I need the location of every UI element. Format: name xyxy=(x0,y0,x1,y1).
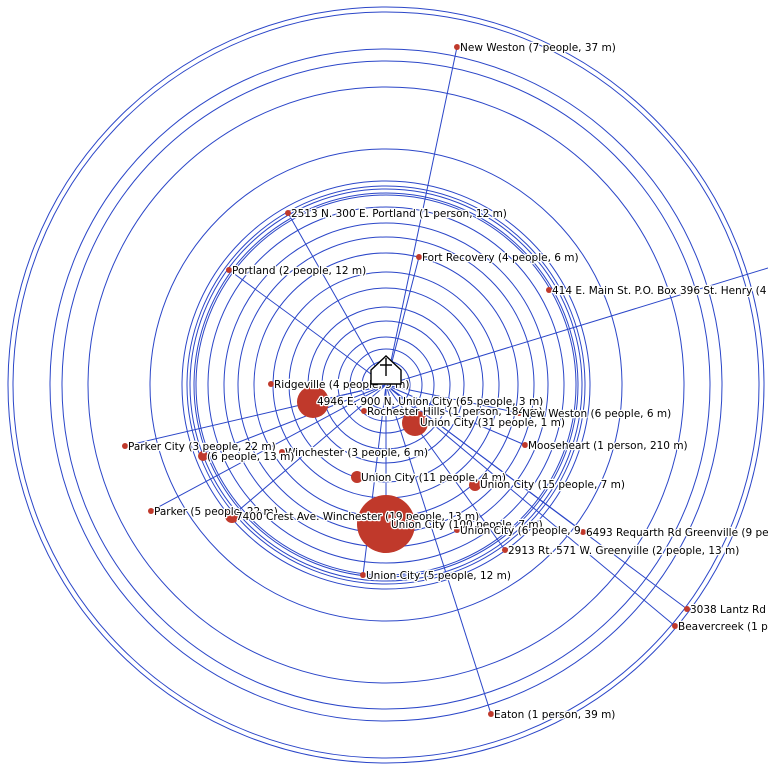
distance-ring xyxy=(87,86,685,684)
distance-ring xyxy=(181,180,591,590)
place-label: New Weston (6 people, 6 m) xyxy=(522,408,671,420)
place-label: 7400 Crest Ave. Winchester (19 people, 1… xyxy=(236,511,479,523)
place-marker xyxy=(416,254,422,260)
place-marker xyxy=(684,606,690,612)
place-marker xyxy=(360,572,366,578)
distance-ring xyxy=(195,194,577,576)
place-label: Parker City (3 people, 22 m) xyxy=(128,441,276,453)
spoke-line xyxy=(385,384,688,610)
place-marker xyxy=(357,495,415,553)
spoke-line xyxy=(231,384,387,517)
place-label: 414 E. Main St. P.O. Box 396 St. Henry (… xyxy=(552,285,767,297)
place-marker xyxy=(454,44,460,50)
spoke-line xyxy=(287,212,387,386)
place-label: 2513 N. 300 E. Portland (1 person, 12 m) xyxy=(291,208,507,220)
distance-ring xyxy=(49,48,723,722)
place-marker xyxy=(297,386,329,418)
distance-ring xyxy=(207,206,565,564)
place-marker xyxy=(402,410,428,436)
distance-ring xyxy=(193,192,579,578)
church-icon xyxy=(370,355,402,385)
place-marker xyxy=(226,267,232,273)
place-marker xyxy=(225,509,239,523)
place-label: Portland (2 people, 12 m) xyxy=(232,265,366,277)
spoke-line xyxy=(228,269,387,386)
spoke-line xyxy=(202,384,387,457)
place-marker xyxy=(351,471,363,483)
place-label: Mooseheart (1 person, 210 m) xyxy=(528,440,688,452)
distance-ring xyxy=(12,11,760,759)
place-label: Beavercreek (1 p xyxy=(678,621,768,633)
place-marker xyxy=(148,508,154,514)
place-label: Union City (15 people, 7 m) xyxy=(480,479,625,491)
place-label: Union City (6 people, 9 xyxy=(460,525,581,537)
spoke-line xyxy=(385,384,492,715)
place-labels: New Weston (7 people, 37 m) 2513 N. 300 E… xyxy=(127,41,768,723)
place-marker xyxy=(285,210,291,216)
distance-ring xyxy=(61,60,711,710)
place-label: Union City (31 people, 1 m) xyxy=(420,417,565,429)
place-marker xyxy=(268,381,274,387)
place-marker xyxy=(522,442,528,448)
place-marker xyxy=(488,711,494,717)
place-label: 4946 E. 900 N. Union City (65 people, 3 … xyxy=(317,396,543,408)
spoke-line xyxy=(385,384,520,414)
spoke-line xyxy=(385,267,768,386)
place-marker xyxy=(546,287,552,293)
place-marker xyxy=(502,547,508,553)
place-marker xyxy=(361,408,367,414)
place-marker xyxy=(454,527,460,533)
spoke-line xyxy=(385,384,526,446)
place-marker xyxy=(516,410,522,416)
place-marker xyxy=(580,529,586,535)
place-label: Fort Recovery (4 people, 6 m) xyxy=(422,252,579,264)
spokes xyxy=(124,46,768,715)
spoke-line xyxy=(385,46,458,386)
place-marker xyxy=(469,479,481,491)
place-label: Union City (5 people, 12 m) xyxy=(366,570,511,582)
place-label: 6493 Requarth Rd Greenville (9 pe xyxy=(586,527,768,539)
spoke-line xyxy=(150,384,387,512)
place-label: Rochester Hills (1 person, 184 m) xyxy=(367,406,543,418)
place-label: Union City (11 people, 4 m) xyxy=(361,472,506,484)
place-label: New Weston (7 people, 37 m) xyxy=(460,42,616,54)
distance-ring xyxy=(186,185,586,585)
place-label: Winchester (3 people, 6 m) xyxy=(285,447,428,459)
place-label: 3038 Lantz Rd xyxy=(690,604,766,616)
distance-ring xyxy=(7,6,765,764)
place-marker xyxy=(198,451,208,461)
spoke-line xyxy=(385,384,676,627)
place-markers xyxy=(122,44,690,717)
place-marker xyxy=(279,449,285,455)
place-label: Parker (5 people, 22 m) xyxy=(154,506,278,518)
distance-rings xyxy=(7,6,765,764)
spoke-line xyxy=(385,384,506,551)
place-label: (6 people, 13 m) xyxy=(207,451,294,463)
place-label: Eaton (1 person, 39 m) xyxy=(494,709,615,721)
distance-ring xyxy=(149,148,623,622)
place-label: Union City (100 people, 7 m) xyxy=(391,519,543,531)
place-marker xyxy=(122,443,128,449)
place-marker xyxy=(672,623,678,629)
distance-ring xyxy=(189,188,583,582)
place-label: 2913 Rt. 571 W. Greenville (2 people, 13… xyxy=(508,545,739,557)
